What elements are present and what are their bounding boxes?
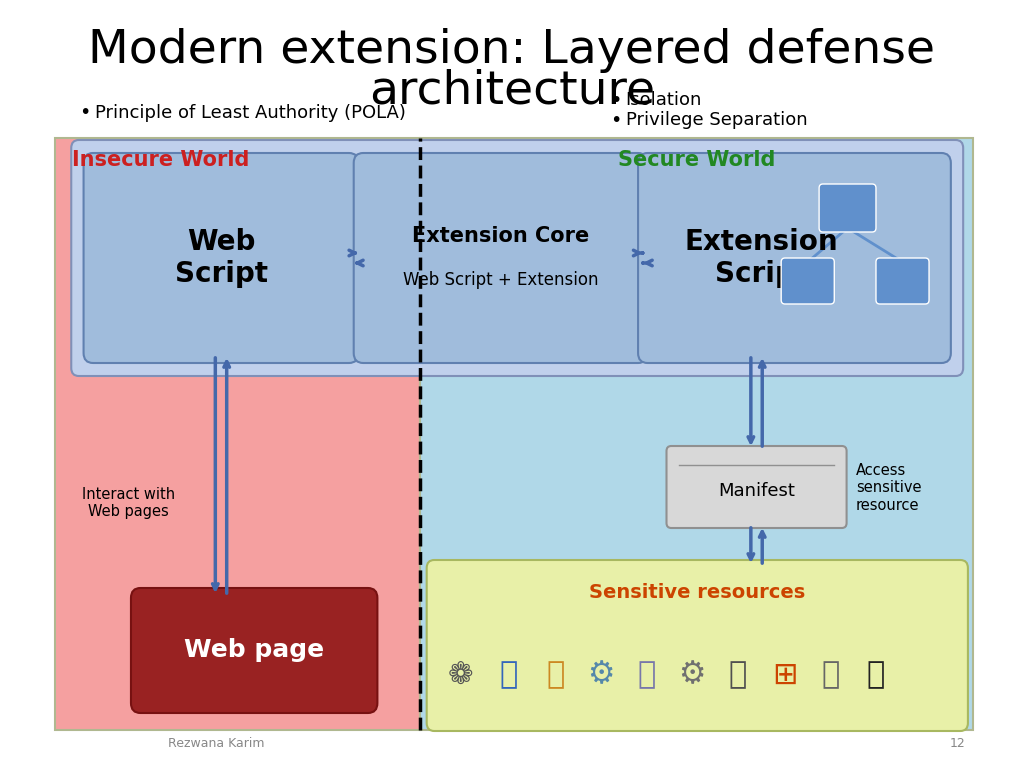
Text: Interact with
Web pages: Interact with Web pages	[82, 487, 175, 519]
FancyBboxPatch shape	[420, 138, 973, 730]
Text: Modern extension: Layered defense: Modern extension: Layered defense	[88, 28, 936, 73]
Text: Web page: Web page	[184, 638, 325, 663]
Text: ⊞: ⊞	[772, 660, 798, 690]
Text: 🐧: 🐧	[867, 660, 885, 690]
Text: architecture: architecture	[369, 68, 655, 113]
Text: Web
Script: Web Script	[174, 228, 267, 288]
Text: Manifest: Manifest	[718, 482, 795, 500]
Text: ⚙: ⚙	[679, 660, 706, 690]
Text: •: •	[609, 111, 621, 130]
FancyBboxPatch shape	[84, 153, 358, 363]
FancyBboxPatch shape	[667, 446, 847, 528]
Text: Extension Core: Extension Core	[412, 226, 589, 246]
Text: 🍎: 🍎	[821, 660, 840, 690]
Text: Access
sensitive
resource: Access sensitive resource	[856, 463, 922, 513]
FancyBboxPatch shape	[72, 140, 964, 376]
Text: Principle of Least Authority (POLA): Principle of Least Authority (POLA)	[95, 104, 406, 122]
Text: ⚙: ⚙	[588, 660, 614, 690]
Text: •: •	[79, 104, 90, 123]
Text: Secure World: Secure World	[617, 150, 775, 170]
Text: Rezwana Karim: Rezwana Karim	[168, 737, 264, 750]
Text: 📷: 📷	[728, 660, 746, 690]
Text: Insecure World: Insecure World	[73, 150, 250, 170]
FancyBboxPatch shape	[638, 153, 951, 363]
FancyBboxPatch shape	[131, 588, 378, 713]
Text: Web Script + Extension: Web Script + Extension	[402, 271, 598, 289]
Text: 📂: 📂	[638, 660, 655, 690]
Text: Extension
Script: Extension Script	[684, 228, 838, 288]
Text: •: •	[609, 91, 621, 110]
Text: 12: 12	[949, 737, 965, 750]
FancyBboxPatch shape	[55, 138, 420, 730]
FancyBboxPatch shape	[876, 258, 929, 304]
Text: Isolation: Isolation	[626, 91, 702, 109]
FancyBboxPatch shape	[427, 560, 968, 731]
Text: Privilege Separation: Privilege Separation	[626, 111, 807, 129]
Text: 🌐: 🌐	[499, 660, 517, 690]
Text: Sensitive resources: Sensitive resources	[589, 583, 806, 602]
Text: ❁: ❁	[449, 660, 473, 690]
FancyBboxPatch shape	[781, 258, 835, 304]
FancyBboxPatch shape	[819, 184, 876, 232]
FancyBboxPatch shape	[353, 153, 647, 363]
Text: 🍪: 🍪	[547, 660, 564, 690]
